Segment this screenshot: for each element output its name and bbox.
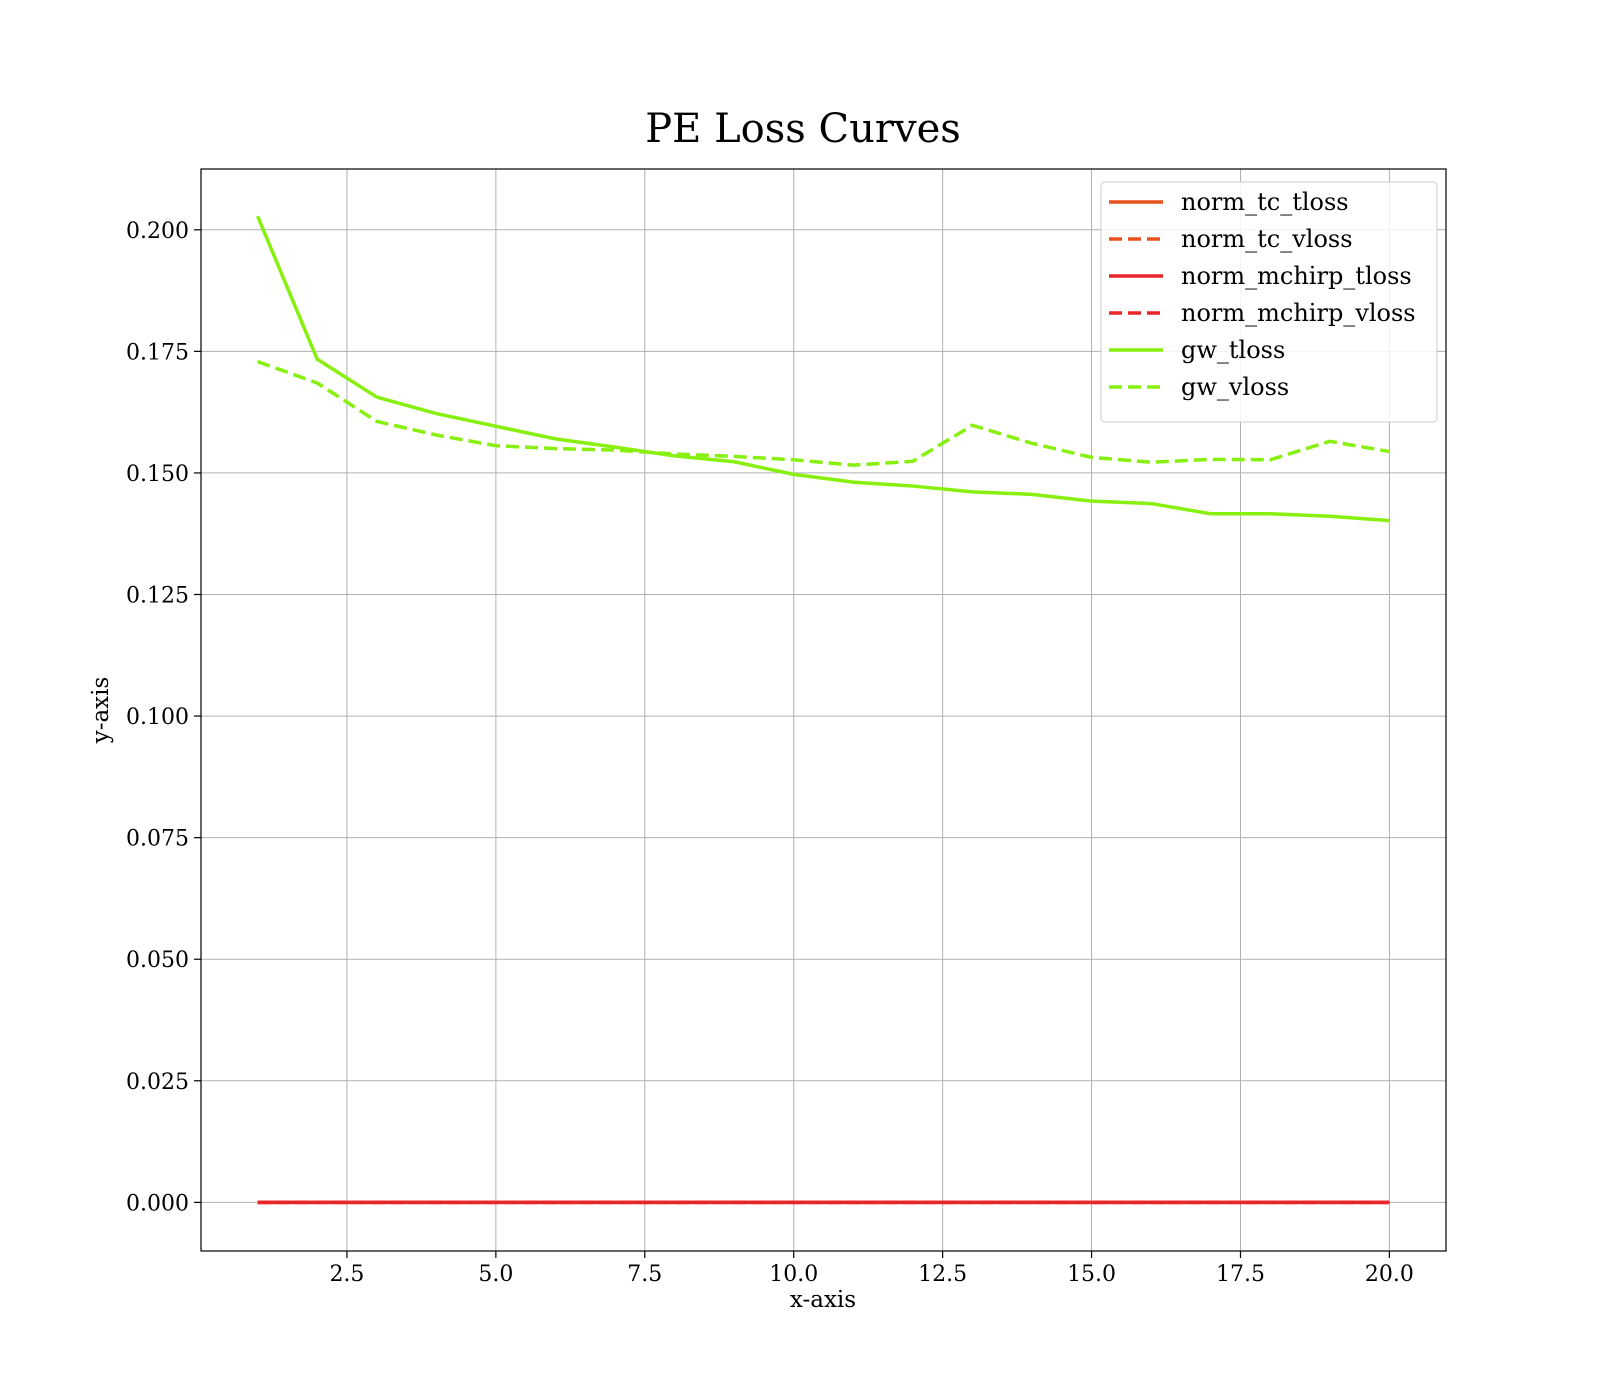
axis-ticks: 2.5 5.0 7.5 10.0 12.5 15.0 17.5 20.0 0.000 0.025 0… (126, 219, 1414, 1287)
x-tick-label-7: 20.0 (1365, 1262, 1414, 1287)
x-tick-label-6: 17.5 (1216, 1262, 1265, 1287)
chart-title: PE Loss Curves (645, 106, 961, 152)
legend-label-gw-vloss: gw_vloss (1181, 373, 1289, 401)
y-tick-label-3: 0.075 (126, 827, 189, 852)
x-axis-label: x-axis (790, 1287, 856, 1313)
legend-label-norm-mchirp-vloss: norm_mchirp_vloss (1181, 299, 1416, 327)
x-tick-label-1: 5.0 (478, 1262, 513, 1287)
x-tick-label-0: 2.5 (329, 1262, 364, 1287)
x-tick-label-4: 12.5 (918, 1262, 967, 1287)
x-tick-label-3: 10.0 (769, 1262, 818, 1287)
y-axis-label: y-axis (88, 677, 114, 745)
legend-label-norm-tc-vloss: norm_tc_vloss (1181, 225, 1353, 253)
series-line-gw-tloss (255, 215, 1390, 523)
y-tick-label-4: 0.100 (126, 705, 189, 730)
y-tick-label-2: 0.050 (126, 948, 189, 973)
legend-label-norm-tc-tloss: norm_tc_tloss (1181, 188, 1349, 216)
x-tick-label-5: 15.0 (1067, 1262, 1116, 1287)
series-line-gw-vloss (256, 359, 1390, 467)
y-tick-label-0: 0.000 (126, 1191, 189, 1216)
legend-label-gw-tloss: gw_tloss (1181, 336, 1285, 364)
y-tick-label-5: 0.125 (126, 584, 189, 609)
y-tick-label-6: 0.150 (126, 462, 189, 487)
legend-frame (1100, 181, 1438, 423)
series-lines (255, 215, 1390, 1205)
legend: norm_tc_tloss norm_tc_vloss norm_mchirp_tl… (1100, 181, 1438, 423)
plot-frame (200, 168, 1447, 1252)
y-tick-label-7: 0.175 (126, 340, 189, 365)
y-tick-label-8: 0.200 (126, 219, 189, 244)
y-tick-label-1: 0.025 (126, 1070, 189, 1095)
legend-label-norm-mchirp-tloss: norm_mchirp_tloss (1181, 262, 1412, 290)
x-tick-label-2: 7.5 (627, 1262, 662, 1287)
